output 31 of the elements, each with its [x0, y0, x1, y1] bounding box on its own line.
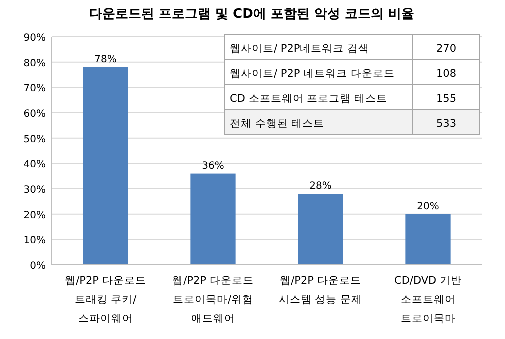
annotation: 155 — [436, 93, 457, 105]
bar — [83, 67, 128, 265]
annotation: 웹사이트/ P2P네트워크 검색 — [230, 43, 370, 55]
annotation: 전체 수행된 테스트 — [230, 118, 325, 130]
bar — [406, 214, 451, 265]
y-tick-label: 90% — [24, 33, 46, 44]
y-tick-label: 70% — [24, 84, 46, 95]
x-tick-label: 웹/P2P 다운로드 시스템 성능 문제 — [278, 275, 363, 306]
y-tick-label: 50% — [24, 134, 46, 146]
y-tick-label: 10% — [24, 236, 46, 247]
chart-title: 다운로드된 프로그램 및 CD에 포함된 악성 코드의 비율 — [89, 7, 415, 22]
x-tick-label: CD/DVD 기반 소프트웨어 트로이목마 — [394, 275, 462, 325]
annotation: 웹사이트/ P2P 네트워크 다운로드 — [230, 68, 395, 80]
x-tick-label: 웹/P2P 다운로드 트래킹 쿠키/ 스파이웨어 — [65, 275, 146, 325]
y-tick-label: 30% — [24, 185, 46, 196]
bar — [298, 194, 344, 265]
y-tick-label: 40% — [24, 160, 46, 171]
y-tick-label: 0% — [30, 261, 46, 272]
data-label: 36% — [202, 160, 224, 172]
annotation: CD 소프트웨어 프로그램 테스트 — [230, 93, 388, 105]
bar — [190, 174, 236, 265]
annotation: 533 — [436, 118, 457, 130]
y-tick-label: 80% — [24, 58, 46, 70]
data-label: 20% — [417, 201, 440, 212]
x-tick-label: 웹/P2P 다운로드 트로이목마/위험 애드웨어 — [172, 275, 254, 325]
y-tick-label: 60% — [24, 109, 46, 120]
data-label: 28% — [310, 181, 332, 192]
y-tick-label: 20% — [24, 210, 46, 222]
data-label: 78% — [94, 54, 117, 66]
annotation: 270 — [436, 43, 457, 55]
annotation: 108 — [436, 68, 457, 80]
